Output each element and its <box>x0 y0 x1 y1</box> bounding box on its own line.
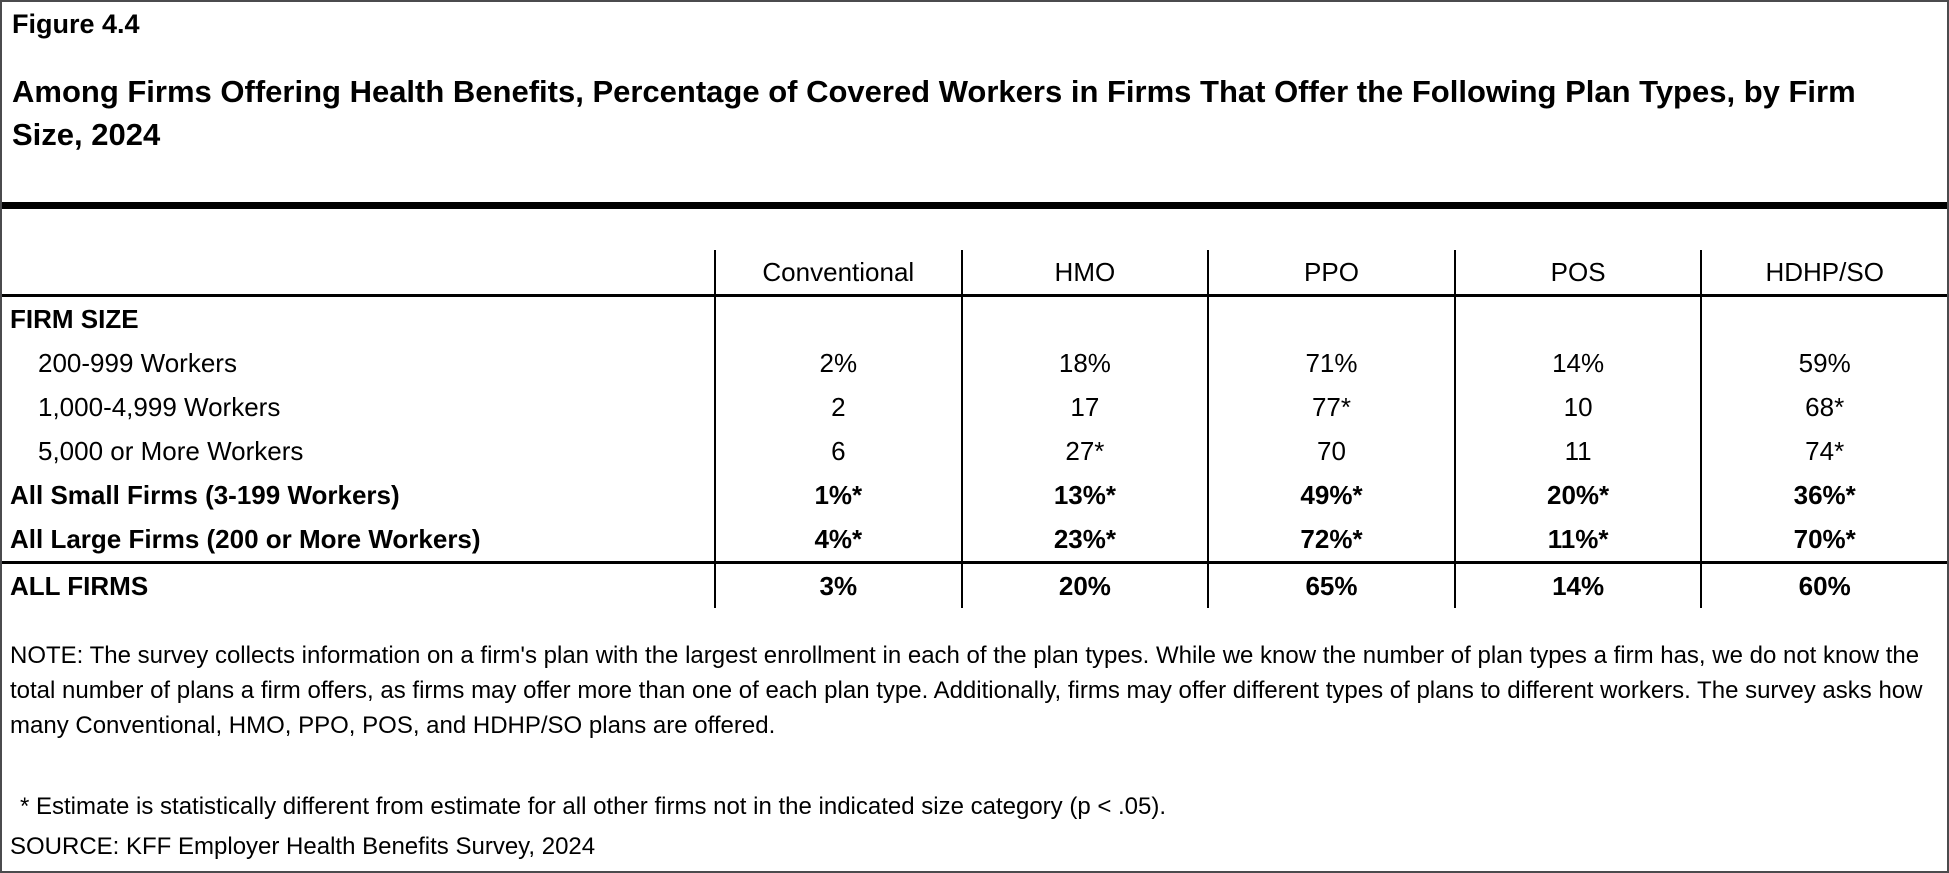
table-cell-value: 65% <box>1207 564 1454 608</box>
table-cell-value: 14% <box>1453 564 1701 608</box>
table-cell-value: 68* <box>1700 385 1947 429</box>
asterisk-footnote-text: * Estimate is statistically different fr… <box>20 793 1167 820</box>
note-text: NOTE: The survey collects information on… <box>10 642 1923 739</box>
col-header-ppo: PPO <box>1207 250 1454 294</box>
table-cell-empty <box>714 297 961 341</box>
figure-title: Among Firms Offering Health Benefits, Pe… <box>12 74 1856 152</box>
table-cell-value: 36%* <box>1700 473 1947 517</box>
table-cell-value: 6 <box>714 429 961 473</box>
row-label-1000-4999-workers: 1,000-4,999 Workers <box>38 392 281 422</box>
table-cell-value: 14% <box>1453 341 1701 385</box>
table-cell-value: 59% <box>1700 341 1947 385</box>
table-cell-value: 70 <box>1207 429 1454 473</box>
table-cell-value: 74* <box>1700 429 1947 473</box>
row-label-5000-or-more-workers: 5,000 or More Workers <box>38 436 304 466</box>
col-header-pos: POS <box>1453 250 1701 294</box>
table-cell-value: 49%* <box>1207 473 1454 517</box>
table-cell-value: 10 <box>1453 385 1701 429</box>
table-cell-value: 27* <box>960 429 1208 473</box>
table-cell-value: 72%* <box>1207 517 1454 561</box>
row-label-all-firms: ALL FIRMS <box>10 571 149 601</box>
table-cell-value: 20% <box>960 564 1208 608</box>
table-cell-value: 18% <box>960 341 1208 385</box>
table-cell-value: 4%* <box>714 517 961 561</box>
table-cell-value: 20%* <box>1453 473 1701 517</box>
table-cell-value: 11 <box>1453 429 1701 473</box>
header-spacer-cell <box>2 250 714 294</box>
all-firms-divider-rule <box>2 561 1947 564</box>
table-cell-value: 13%* <box>960 473 1208 517</box>
row-label-all-small-firms: All Small Firms (3-199 Workers) <box>10 480 400 510</box>
col-header-hdhpso: HDHP/SO <box>1700 250 1947 294</box>
header-underline-rule <box>2 294 1947 297</box>
table-cell-empty <box>1453 297 1701 341</box>
table-cell-value: 11%* <box>1453 517 1701 561</box>
col-header-conventional: Conventional <box>714 250 961 294</box>
table-cell-value: 77* <box>1207 385 1454 429</box>
table-cell-value: 1%* <box>714 473 961 517</box>
table-cell-empty <box>1207 297 1454 341</box>
table-cell-value: 70%* <box>1700 517 1947 561</box>
figure-number-label: Figure 4.4 <box>12 9 140 39</box>
table-cell-value: 71% <box>1207 341 1454 385</box>
row-label-200-999-workers: 200-999 Workers <box>38 348 237 378</box>
source-text: SOURCE: KFF Employer Health Benefits Sur… <box>10 833 596 860</box>
row-label-all-large-firms: All Large Firms (200 or More Workers) <box>10 524 481 554</box>
table-cell-value: 3% <box>714 564 961 608</box>
table-cell-value: 60% <box>1700 564 1947 608</box>
table-cell-value: 2% <box>714 341 961 385</box>
section-header-firm-size: FIRM SIZE <box>10 304 139 334</box>
table-cell-value: 17 <box>960 385 1208 429</box>
plan-type-table: Conventional HMO PPO POS HDHP/SO FIRM SI… <box>2 250 1947 608</box>
table-cell-empty <box>960 297 1208 341</box>
table-cell-value: 23%* <box>960 517 1208 561</box>
table-cell-value: 2 <box>714 385 961 429</box>
title-divider-rule <box>2 202 1947 209</box>
col-header-hmo: HMO <box>960 250 1208 294</box>
table-cell-empty <box>1700 297 1947 341</box>
